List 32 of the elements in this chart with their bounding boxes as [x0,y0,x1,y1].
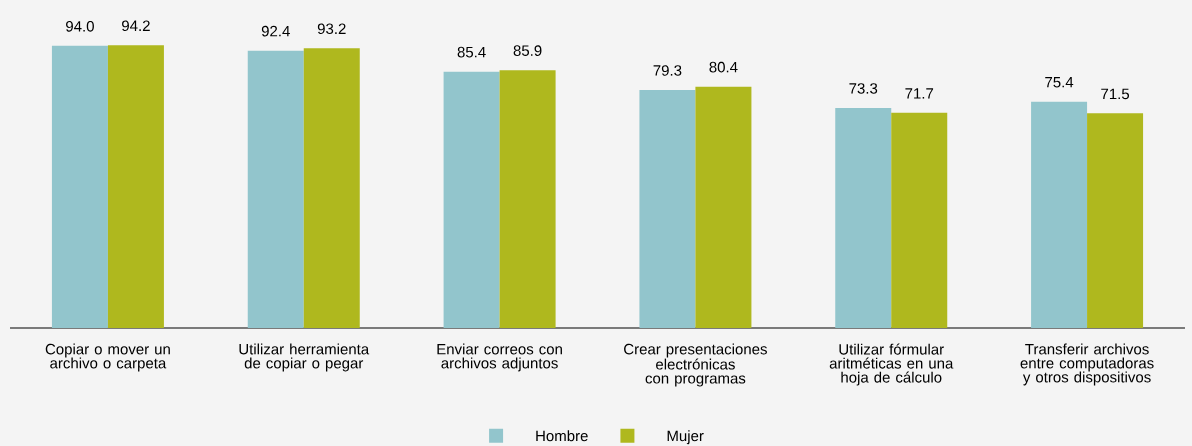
bar [107,45,164,328]
data-label: 79.3 [653,65,682,76]
x-tick-label: Transferir archivos entre computadoras y otros dispositivos [1020,343,1154,386]
bar [835,107,892,328]
bar [51,45,108,328]
data-label: 85.9 [513,45,542,56]
legend-label: Hombre [536,430,588,442]
data-label: 73.3 [849,83,878,94]
data-label: 94.0 [66,21,94,32]
x-tick-label: Copiar o mover un archivo o carpeta [45,343,170,372]
x-tick-label: Enviar correos con archivos adjuntos [437,343,562,372]
bar [891,112,948,328]
bar [1087,113,1144,328]
data-label: 85.4 [457,46,486,58]
data-label: 71.7 [905,88,934,99]
data-label: 75.4 [1045,77,1074,88]
bar [639,89,696,328]
bar [247,50,304,328]
x-tick-label: Utilizar herramienta de copiar o pegar [239,343,370,372]
data-label: 92.4 [261,25,290,37]
x-tick-label: Utilizar fórmular aritméticas en una hoja de cálculo [829,343,954,386]
bar [1031,101,1088,328]
x-tick-label: Crear presentaciones electrónicas con programas [624,343,767,387]
bar [695,86,752,328]
legend-label: Mujer [667,430,704,445]
bar [303,48,360,328]
bar [499,70,556,328]
data-label: 93.2 [317,23,346,35]
data-label: 80.4 [709,61,738,73]
bar [443,71,500,328]
data-label: 94.2 [122,20,150,32]
data-label: 71.5 [1101,88,1130,100]
